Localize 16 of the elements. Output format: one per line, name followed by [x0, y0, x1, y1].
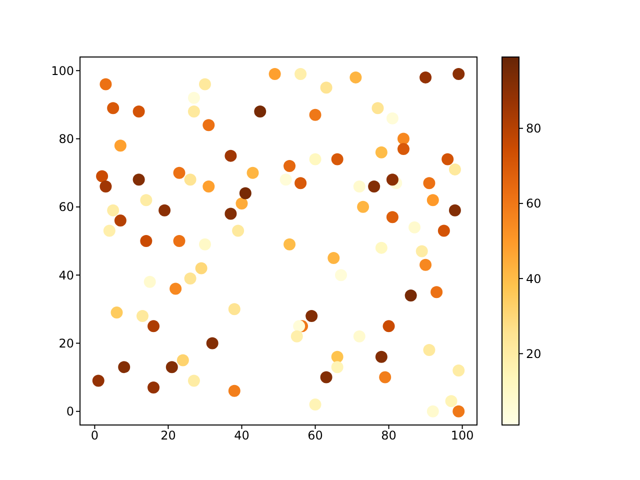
y-tick-label: 100: [51, 64, 74, 78]
color-bar-label: 80: [526, 122, 542, 136]
y-tick-label: 0: [66, 404, 74, 419]
y-tick-label: 80: [58, 132, 74, 146]
y-tick-label: 40: [58, 268, 74, 282]
color-bar-label: 20: [526, 346, 542, 361]
x-tick-label: 40: [234, 428, 250, 443]
y-tick-label: 60: [58, 200, 74, 214]
x-tick-label: 20: [160, 428, 176, 443]
color-bar-label: 60: [526, 196, 542, 211]
x-tick-label: 60: [308, 428, 323, 443]
x-tick-label: 100: [450, 428, 474, 443]
x-tick-label: 0: [90, 428, 99, 443]
x-tick-label: 80: [381, 428, 396, 443]
color-bar-label: 40: [526, 272, 542, 286]
y-tick-label: 20: [58, 336, 74, 350]
